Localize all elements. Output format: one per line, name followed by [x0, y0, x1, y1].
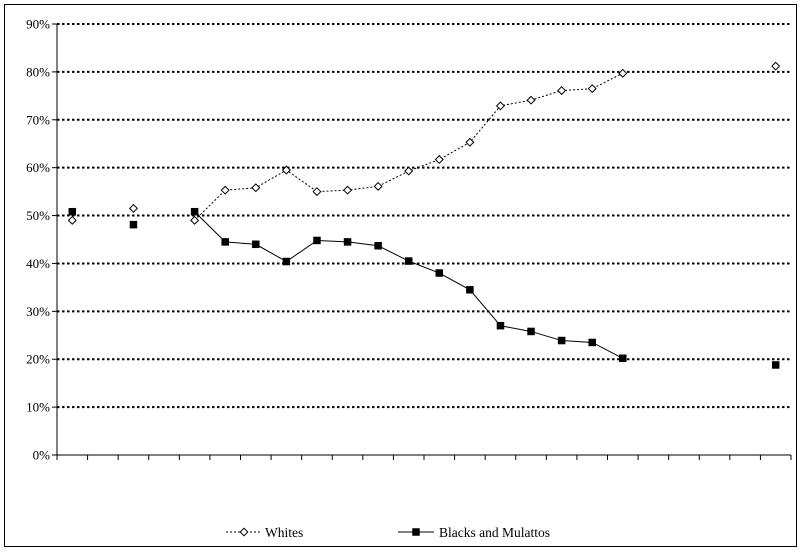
data-point: [404, 257, 413, 265]
axes: 0% 10% 20% 30% 40% 50% 60% 70% 80% 90%: [26, 17, 792, 463]
y-tick-label: 0%: [33, 448, 51, 463]
y-tick-label: 30%: [26, 304, 50, 319]
y-tick-label: 80%: [26, 64, 50, 79]
data-point: [434, 155, 444, 165]
data-point: [190, 215, 200, 225]
data-point: [221, 238, 229, 246]
y-tick-label: 90%: [26, 17, 50, 32]
data-point: [527, 327, 535, 336]
y-tick-label: 60%: [26, 160, 50, 175]
data-point: [465, 137, 475, 147]
data-point: [251, 183, 261, 193]
data-point: [190, 207, 199, 216]
data-point: [220, 185, 230, 195]
series-whites: [67, 61, 781, 225]
data-point: [466, 286, 474, 294]
y-tick-label: 50%: [26, 208, 50, 223]
legend-marker-blacks-and-mulattos: [412, 528, 420, 536]
chart-border: [4, 4, 797, 547]
y-tick-label: 20%: [26, 352, 50, 367]
y-tick-label: 10%: [26, 400, 50, 415]
data-point: [435, 269, 444, 277]
data-point: [618, 68, 628, 78]
data-point: [619, 354, 627, 363]
data-point: [771, 361, 780, 369]
data-point: [343, 185, 353, 195]
data-point: [252, 240, 260, 249]
data-point: [312, 187, 322, 197]
data-point: [588, 338, 596, 347]
data-point: [68, 207, 77, 216]
data-point: [557, 86, 567, 96]
legend-label-whites: Whites: [265, 525, 303, 540]
legend-label-blacks-and-mulattos: Blacks and Mulattos: [439, 525, 550, 540]
data-point: [374, 241, 382, 250]
data-point: [404, 166, 414, 176]
legend-marker-whites: [239, 527, 249, 537]
y-tick-label: 70%: [26, 112, 50, 127]
data-point: [526, 95, 536, 105]
data-point: [313, 236, 321, 245]
data-point: [343, 238, 352, 246]
legend: Whites Blacks and Mulattos: [226, 525, 550, 540]
data-point: [67, 215, 77, 225]
series-line: [194, 72, 624, 221]
data-point: [373, 181, 383, 191]
data-point: [496, 321, 505, 330]
data-point: [771, 61, 781, 71]
series: [67, 61, 781, 369]
series-blacks-and-mulattos: [68, 207, 780, 369]
gridlines: [57, 23, 791, 409]
data-point: [282, 257, 291, 266]
data-point: [495, 101, 505, 111]
data-point: [129, 220, 138, 229]
data-point: [587, 84, 597, 94]
y-tick-label: 40%: [26, 256, 50, 271]
data-point: [281, 165, 291, 175]
data-point: [557, 336, 566, 345]
data-point: [128, 203, 138, 213]
